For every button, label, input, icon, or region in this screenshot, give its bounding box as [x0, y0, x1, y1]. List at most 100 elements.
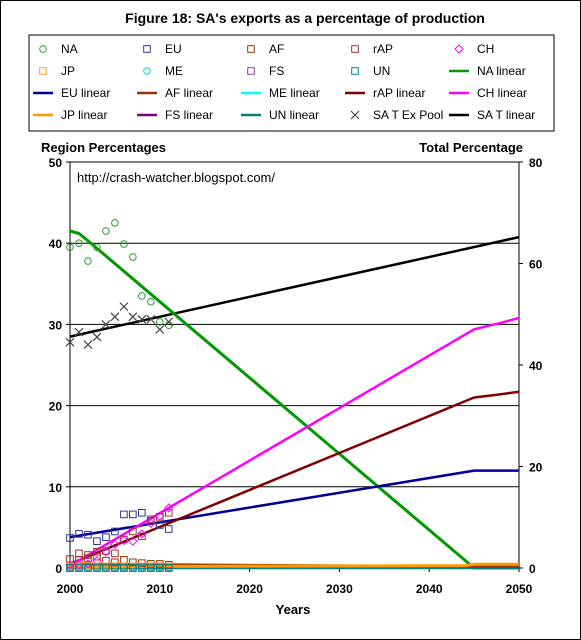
point-un	[75, 564, 83, 572]
x-tick-label: 2000	[57, 582, 84, 596]
point-un	[111, 564, 119, 572]
line-rap-linear	[69, 390, 520, 566]
legend-label-jp-linear: JP linear	[61, 108, 107, 122]
point-na	[102, 227, 110, 235]
point-sa-t-ex-pool	[137, 314, 147, 324]
point-eu	[129, 510, 137, 519]
legend-swatch-na	[39, 45, 47, 53]
point-af	[129, 558, 137, 567]
left-y-tick-label: 40	[49, 237, 63, 251]
point-eu	[66, 534, 74, 542]
legend-swatch-jp	[39, 67, 47, 75]
watermark-url: http://crash-watcher.blogspot.com/	[77, 170, 275, 185]
legend-label-sa-t-ex-pool: SA T Ex Pool	[373, 108, 443, 122]
point-ch	[128, 536, 138, 546]
point-sa-t-ex-pool	[164, 317, 174, 327]
point-na	[156, 318, 164, 326]
right-y-tick-label: 0	[529, 562, 536, 576]
right-y-tick-label: 20	[529, 461, 543, 475]
point-ch	[137, 529, 147, 539]
point-rap	[111, 549, 119, 558]
legend-label-jp: JP	[61, 64, 75, 78]
point-rap	[147, 515, 155, 524]
point-rap	[138, 532, 146, 541]
legend-label-ch-linear: CH linear	[477, 86, 527, 100]
point-na	[120, 240, 128, 248]
right-y-tick-label: 60	[529, 258, 543, 272]
point-ch	[110, 539, 120, 550]
legend-swatch-rap	[351, 45, 359, 53]
point-sa-t-ex-pool	[128, 312, 138, 322]
point-ch	[146, 518, 156, 529]
legend-swatch-ch	[454, 44, 464, 54]
point-af	[93, 552, 101, 561]
line-eu-linear	[69, 469, 519, 539]
point-af	[111, 558, 119, 567]
point-na	[66, 243, 74, 252]
line-ch-linear	[69, 316, 520, 567]
point-rap	[129, 527, 137, 536]
point-eu	[111, 527, 119, 536]
point-ch	[155, 511, 165, 521]
point-un	[93, 564, 101, 572]
point-ch	[164, 503, 174, 513]
point-rap	[84, 551, 92, 559]
left-y-tick-label: 10	[49, 481, 63, 495]
x-tick-label: 2010	[146, 582, 173, 596]
point-eu	[75, 530, 83, 538]
legend-label-af-linear: AF linear	[165, 86, 213, 100]
point-na	[147, 297, 155, 306]
point-sa-t-ex-pool	[65, 337, 75, 347]
point-na	[84, 257, 92, 265]
point-sa-t-ex-pool	[92, 332, 102, 342]
point-un	[164, 564, 173, 572]
left-y-tick-label: 50	[49, 156, 63, 170]
point-na	[138, 292, 146, 300]
point-eu	[164, 525, 173, 533]
line-na-linear	[69, 229, 519, 570]
legend: NA EU AF rAP CH JP ME FS UN NA linear EU linear AF …	[33, 42, 535, 122]
point-un	[147, 564, 155, 572]
point-un	[84, 564, 92, 572]
point-ch	[101, 547, 111, 557]
point-un	[138, 564, 146, 572]
x-tick-label: 2050	[506, 582, 533, 596]
legend-label-eu-linear: EU linear	[61, 86, 110, 100]
point-un	[120, 564, 128, 572]
x-tick-label: 2040	[416, 582, 443, 596]
left-axis-title: Region Percentages	[41, 140, 166, 155]
point-na	[129, 253, 137, 261]
legend-label-me-linear: ME linear	[269, 86, 320, 100]
legend-swatch-eu	[143, 45, 151, 53]
point-ch	[119, 535, 129, 546]
legend-label-un-linear: UN linear	[269, 108, 319, 122]
point-eu	[156, 521, 164, 529]
chart-title: Figure 18: SA's exports as a percentage …	[125, 10, 485, 26]
x-tick-label: 2030	[326, 582, 353, 596]
point-un	[66, 564, 74, 572]
legend-swatch-me	[143, 67, 151, 75]
point-rap	[93, 547, 101, 556]
left-y-tick-label: 20	[49, 400, 63, 414]
point-af	[66, 555, 74, 563]
legend-label-na: NA	[61, 42, 78, 56]
point-sa-t-ex-pool	[155, 325, 165, 334]
legend-label-ch: CH	[477, 42, 494, 56]
legend-swatch-af	[247, 45, 255, 53]
legend-swatch-un	[351, 67, 359, 75]
point-sa-t-ex-pool	[74, 327, 84, 337]
point-rap	[75, 549, 83, 558]
point-un	[156, 564, 164, 572]
legend-label-un: UN	[373, 64, 390, 78]
point-na	[111, 219, 119, 227]
left-y-tick-label: 30	[49, 318, 63, 332]
left-y-tick-label: 0	[55, 562, 62, 576]
point-sa-t-ex-pool	[83, 340, 93, 350]
point-eu	[84, 530, 92, 539]
point-eu	[138, 508, 146, 517]
legend-label-me: ME	[165, 64, 183, 78]
legend-label-af: AF	[269, 42, 284, 56]
